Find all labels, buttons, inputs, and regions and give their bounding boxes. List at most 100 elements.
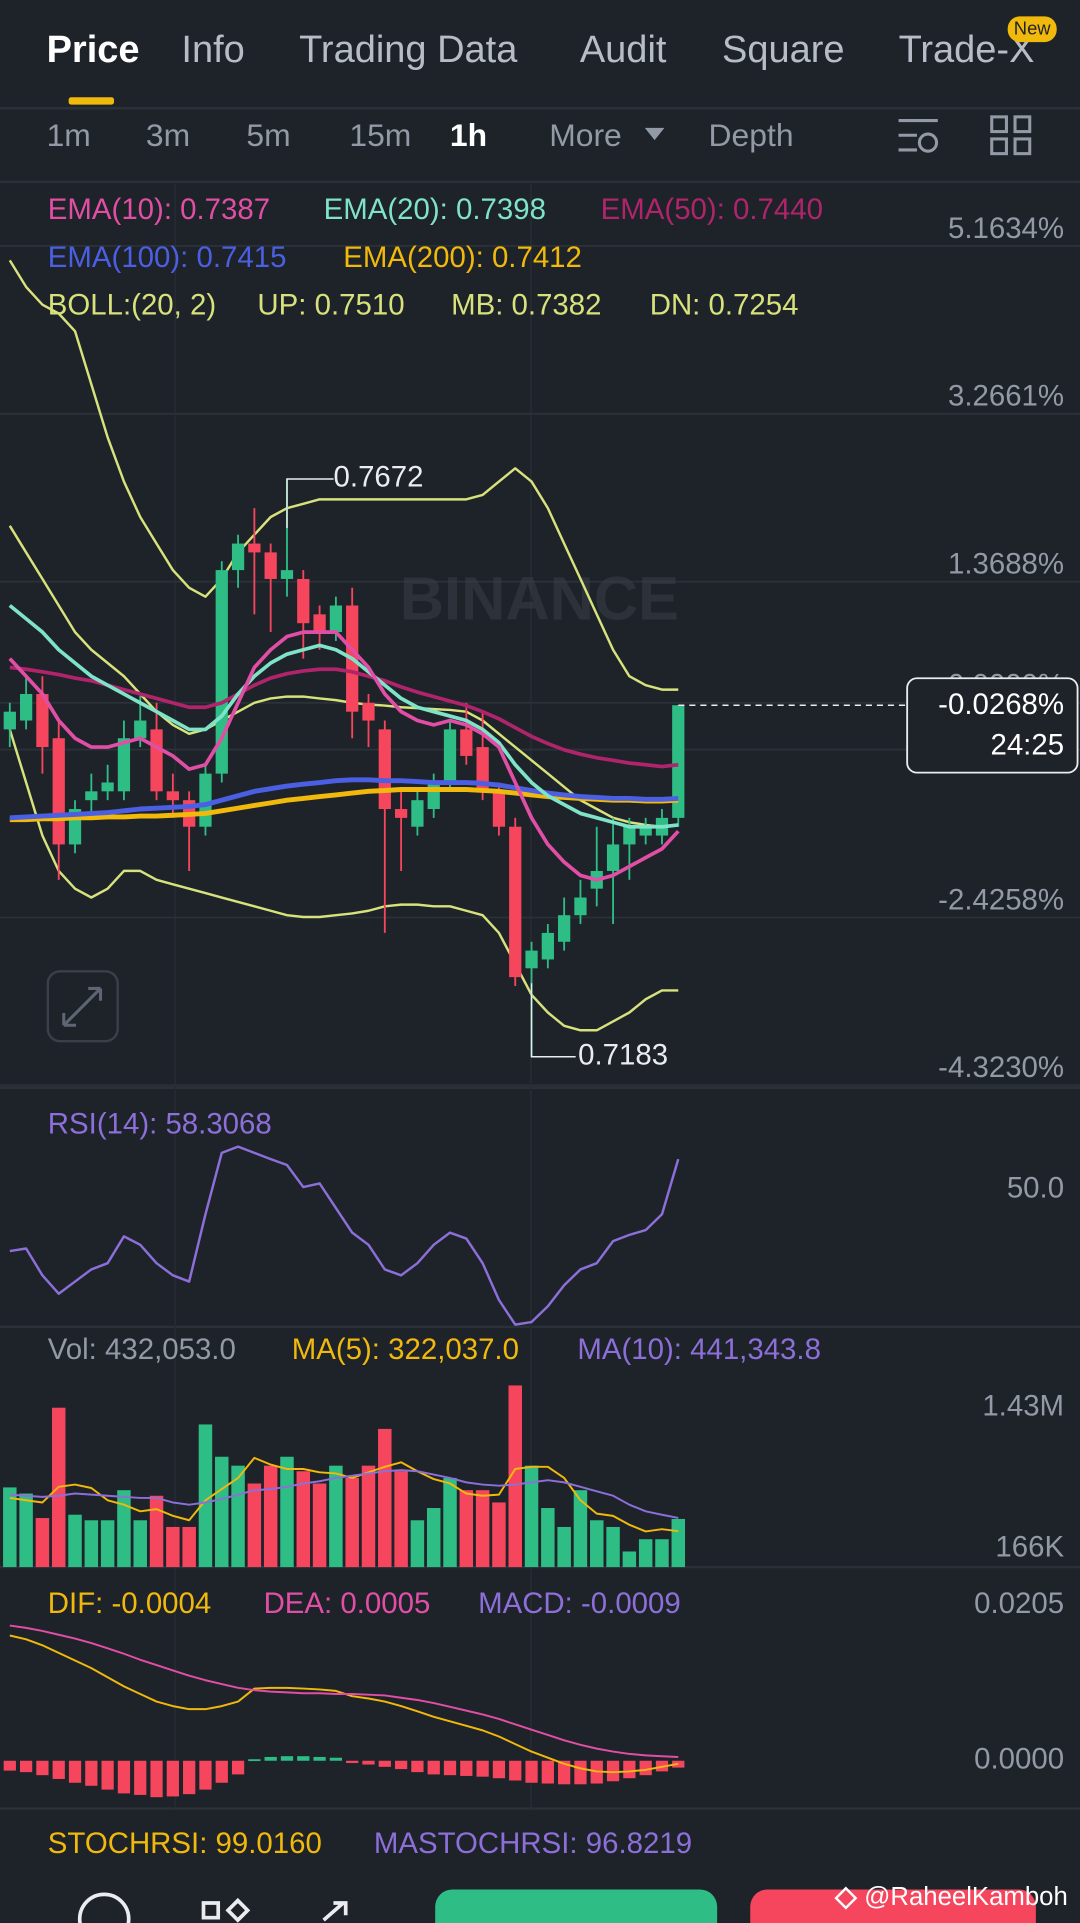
- macd-bar: [101, 1760, 114, 1790]
- y-tick-label: 5.1634%: [948, 212, 1064, 245]
- volume-bar: [361, 1465, 376, 1568]
- volume-bar: [524, 1465, 539, 1568]
- volume-bar: [378, 1428, 392, 1568]
- boll-line: [8, 525, 679, 829]
- candle-body: [52, 738, 65, 845]
- interval-bar: 1m 3m 5m 15m 1h More Depth: [47, 115, 1032, 156]
- tab[interactable]: Audit: [580, 29, 667, 71]
- y-tick-label: -2.4258%: [938, 883, 1064, 916]
- candle-body: [3, 711, 16, 730]
- interval[interactable]: 1h: [450, 117, 487, 153]
- volume-bar: [263, 1465, 278, 1568]
- layout-icon[interactable]: [990, 115, 1032, 156]
- candle-body: [85, 791, 98, 801]
- legend-label: MA(5): 322,037.0: [292, 1333, 519, 1366]
- volume-bar: [68, 1514, 82, 1568]
- candle-body: [509, 826, 522, 978]
- bottom-nav: @RaheelKamboh: [77, 1883, 1068, 1923]
- volume-bar: [394, 1471, 408, 1568]
- volume-bar: [606, 1526, 620, 1568]
- legend-label: MASTOCHRSI: 96.8219: [374, 1827, 692, 1860]
- settings-icon[interactable]: [898, 119, 939, 153]
- y-tick-label: 0.0205: [974, 1587, 1064, 1620]
- y-tick-label: -4.3230%: [938, 1051, 1064, 1084]
- macd-bar: [362, 1760, 375, 1765]
- current-price: -0.0268%: [938, 688, 1064, 721]
- volume-bar: [638, 1539, 653, 1568]
- volume-bar: [3, 1487, 17, 1568]
- macd-bar: [3, 1760, 16, 1771]
- candle-body: [492, 791, 506, 827]
- badge-text: New: [1014, 18, 1051, 39]
- watermark: BINANCE: [400, 565, 679, 633]
- legend-label: BOLL:(20, 2): [48, 289, 216, 322]
- legend-label: UP: 0.7510: [257, 289, 404, 322]
- buy-button[interactable]: [435, 1889, 718, 1923]
- candle-body: [427, 782, 440, 810]
- candle-body: [231, 543, 245, 571]
- tab[interactable]: Square: [722, 29, 845, 71]
- nav-icon[interactable]: [322, 1901, 348, 1922]
- volume-bar: [426, 1508, 441, 1568]
- volume-bar: [35, 1518, 50, 1568]
- macd-bar: [639, 1760, 652, 1776]
- macd-bar: [231, 1760, 245, 1775]
- volume-bar: [573, 1490, 588, 1568]
- volume-bar: [329, 1465, 343, 1568]
- legend-label: STOCHRSI: 99.0160: [48, 1827, 322, 1860]
- macd-bar: [215, 1760, 228, 1783]
- volume-ma-line: [9, 1469, 679, 1519]
- interval[interactable]: 15m: [349, 117, 411, 153]
- candle-body: [558, 915, 571, 942]
- sell-button[interactable]: [750, 1889, 1036, 1923]
- macd-bar: [623, 1760, 636, 1779]
- volume-bar: [541, 1508, 555, 1568]
- candle-body: [313, 614, 326, 633]
- volume-bar: [459, 1490, 474, 1568]
- legend-label: EMA(10): 0.7387: [48, 193, 270, 226]
- volume-bar: [475, 1490, 490, 1568]
- volume-bar: [247, 1483, 262, 1568]
- nav-icon[interactable]: [77, 1892, 131, 1923]
- candle-body: [215, 570, 228, 774]
- tab[interactable]: Trading Data: [299, 29, 518, 71]
- macd-bar: [460, 1760, 473, 1776]
- nav-icon[interactable]: [201, 1897, 251, 1923]
- interval[interactable]: 5m: [246, 117, 290, 153]
- y-tick-label: 166K: [995, 1530, 1064, 1563]
- tab[interactable]: Price: [47, 29, 140, 71]
- more-button[interactable]: More: [549, 117, 622, 153]
- y-tick-label: 0.0000: [974, 1743, 1064, 1776]
- candle-body: [199, 773, 212, 827]
- macd-bar: [166, 1760, 179, 1797]
- candle-body: [166, 791, 179, 801]
- depth-button[interactable]: Depth: [709, 117, 794, 153]
- expand-button[interactable]: [46, 970, 119, 1043]
- candle-body: [150, 729, 163, 792]
- tab[interactable]: Info: [181, 29, 244, 71]
- macd-line: [9, 1624, 679, 1758]
- legend-label: EMA(200): 0.7412: [343, 241, 582, 274]
- credit-icon: [834, 1886, 858, 1910]
- legend-label: RSI(14): 58.3068: [48, 1108, 272, 1141]
- volume-bar: [182, 1526, 196, 1568]
- chart-area: 5.1634%3.2661%1.3688%0.0000%-0.5285%-2.4…: [0, 184, 1080, 1860]
- macd-bar: [394, 1760, 408, 1770]
- candle-body: [411, 800, 424, 827]
- candle-body: [606, 844, 620, 871]
- legend-label: DIF: -0.0004: [48, 1587, 211, 1620]
- interval[interactable]: 1m: [47, 117, 91, 153]
- volume-bar: [345, 1477, 359, 1568]
- volume-bar: [280, 1456, 294, 1568]
- macd-bar: [443, 1760, 457, 1776]
- volume-bar: [100, 1520, 115, 1568]
- macd-bar: [264, 1756, 277, 1761]
- annotation-line: [530, 983, 576, 1058]
- interval[interactable]: 3m: [146, 117, 190, 153]
- volume-bar: [117, 1490, 131, 1568]
- ema-line: [9, 665, 679, 769]
- candle-body: [117, 738, 131, 792]
- candle-body: [541, 932, 554, 960]
- macd-bar: [346, 1760, 359, 1764]
- candle-body: [443, 729, 457, 783]
